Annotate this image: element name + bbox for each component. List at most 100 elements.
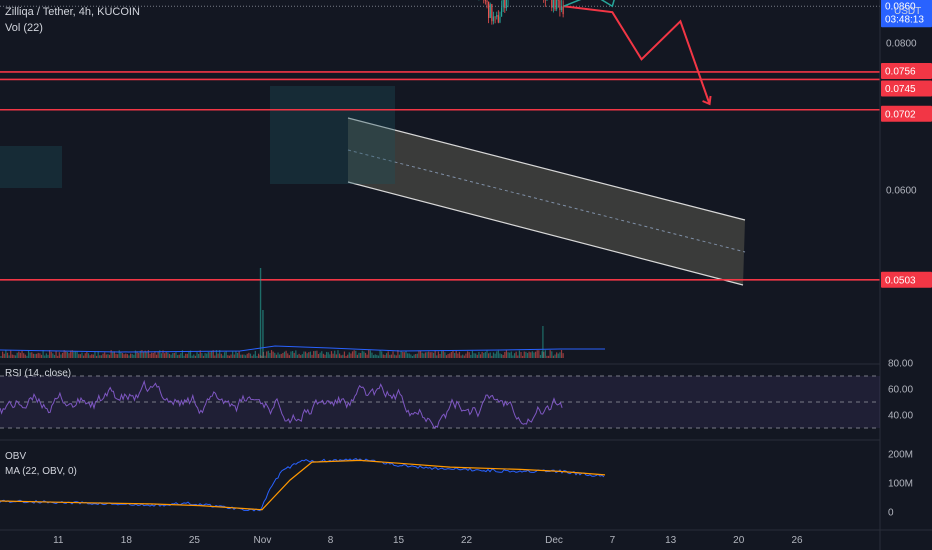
volume-bar <box>66 352 69 358</box>
level-tag-text: 0.0756 <box>885 66 916 77</box>
volume-bar <box>481 351 483 358</box>
volume-bar <box>468 352 470 358</box>
volume-bar <box>488 353 490 358</box>
volume-bar <box>55 351 57 358</box>
volume-label[interactable]: Vol (22) <box>5 22 43 34</box>
volume-bar <box>330 351 333 358</box>
volume-bar <box>261 355 263 358</box>
volume-bar <box>340 355 342 358</box>
volume-bar <box>285 350 287 358</box>
obv-label[interactable]: OBV <box>5 451 27 462</box>
volume-bar <box>141 350 143 358</box>
symbol-title[interactable]: Zilliqa / Tether, 4h, KUCOIN <box>5 6 140 18</box>
volume-bar <box>494 353 496 358</box>
candle-body <box>486 0 488 2</box>
candle-body <box>494 16 496 18</box>
volume-bar <box>29 352 31 358</box>
volume-bar <box>253 354 255 358</box>
volume-bar <box>562 353 564 358</box>
volume-bar <box>432 352 435 358</box>
price-tags: 0.12800.10920.09960.07560.07450.07020.05… <box>881 0 932 288</box>
candle-body <box>559 0 561 11</box>
volume-bar <box>125 353 127 358</box>
volume-bar <box>147 350 150 358</box>
volume-bar <box>390 354 393 358</box>
volume-bar <box>347 354 349 358</box>
candle-body <box>551 0 553 8</box>
candle-body <box>496 15 498 17</box>
volume-bar <box>193 354 195 358</box>
volume-bar <box>24 354 26 358</box>
volume-bar <box>149 353 151 358</box>
volume-bar <box>502 354 504 358</box>
currency-label[interactable]: USDT <box>894 6 922 17</box>
volume-bar <box>164 353 166 358</box>
volume-bar <box>202 355 205 358</box>
volume-bar <box>89 355 91 358</box>
projection-paths[interactable] <box>563 0 712 106</box>
time-tick: 26 <box>791 535 803 546</box>
volume-bar <box>288 355 290 358</box>
volume-bar <box>450 352 452 358</box>
descending-channel[interactable] <box>0 86 746 286</box>
time-tick: 15 <box>393 535 405 546</box>
volume-bar <box>484 351 486 358</box>
volume-bar <box>358 352 360 358</box>
volume-bar <box>275 354 277 358</box>
volume-bar <box>530 352 532 358</box>
volume-bar <box>120 352 122 358</box>
level-tag <box>881 80 932 97</box>
obv-ma-label[interactable]: MA (22, OBV, 0) <box>5 466 77 477</box>
volume-bar <box>272 351 274 358</box>
projection-teal-path <box>563 0 615 8</box>
candle-body <box>499 16 501 23</box>
volume-bar <box>71 350 73 358</box>
volume-bar <box>539 354 542 358</box>
horizontal-levels[interactable] <box>0 0 880 281</box>
volume-bar <box>257 353 260 358</box>
volume-bar <box>94 351 96 358</box>
volume-bar <box>26 355 28 358</box>
volume-bar <box>309 351 312 358</box>
volume-bar <box>181 350 184 358</box>
volume-bar <box>266 351 268 358</box>
volume-bar <box>57 355 59 358</box>
volume-bar <box>449 353 451 358</box>
volume-bar <box>408 353 410 358</box>
volume-bar <box>230 354 232 358</box>
rsi-label[interactable]: RSI (14, close) <box>5 368 72 379</box>
obv-tick: 0 <box>888 508 894 519</box>
volume-bar <box>196 352 198 358</box>
volume-bar <box>416 353 418 358</box>
volume-bar <box>219 350 221 358</box>
volume-bar <box>500 354 503 358</box>
volume-bar <box>543 351 545 358</box>
candle-body <box>556 0 558 10</box>
volume-bar <box>118 350 120 358</box>
volume-bar <box>431 352 433 358</box>
volume-bar <box>188 350 190 358</box>
volume-bar <box>31 352 33 358</box>
volume-bar <box>332 353 334 358</box>
volume-spike <box>259 268 262 358</box>
volume-bar <box>235 351 237 358</box>
volume-bar <box>308 352 310 358</box>
volume-bar <box>342 354 344 358</box>
volume-ma-line <box>0 345 605 353</box>
time-axis[interactable]: 11 18 25 Nov 8 15 22 Dec 7 13 20 26 <box>53 535 803 546</box>
volume-bar <box>76 351 78 358</box>
volume-bar <box>92 354 94 358</box>
obv-ma-line <box>0 459 606 511</box>
volume-bar <box>81 352 83 358</box>
volume-bar <box>463 355 465 358</box>
volume-bar <box>436 355 438 358</box>
volume-bar <box>151 352 153 358</box>
volume-bar <box>70 350 72 358</box>
volume-bar <box>374 354 376 358</box>
volume-bar <box>371 352 373 358</box>
volume-bar <box>74 351 77 358</box>
volume-bar <box>351 351 354 358</box>
volume-bar <box>287 353 289 358</box>
volume-bar <box>6 352 9 358</box>
